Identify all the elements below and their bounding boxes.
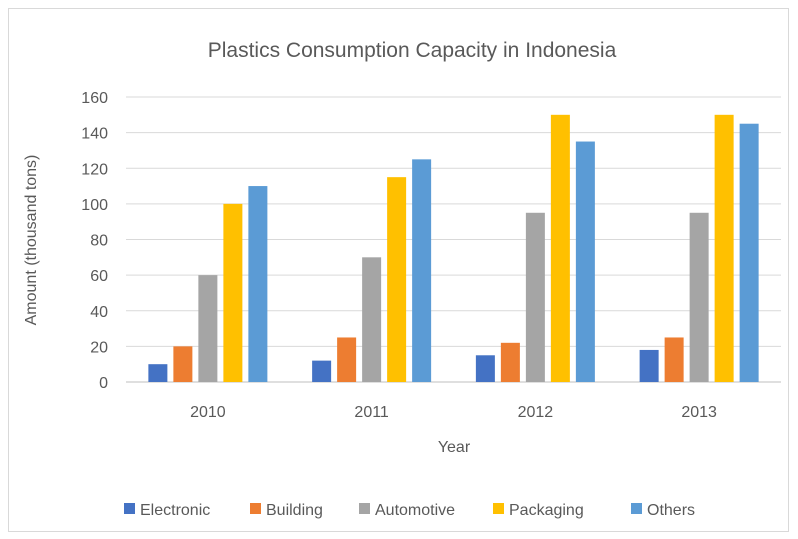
bar-automotive-2012	[525, 212, 545, 382]
bar-building-2011	[337, 337, 357, 382]
y-tick-label: 120	[81, 161, 108, 178]
bar-others-2012	[575, 141, 595, 382]
y-tick-label: 0	[99, 375, 108, 392]
bar-automotive-2010	[198, 275, 218, 382]
bar-packaging-2013	[714, 114, 734, 382]
y-tick-label: 140	[81, 126, 108, 143]
x-tick-labels: 2010 2011 2012 2013	[190, 404, 717, 421]
bar-others-2011	[412, 159, 432, 382]
bar-electronic-2011	[312, 360, 332, 382]
x-axis-title: Year	[438, 439, 471, 456]
y-tick-label: 60	[90, 268, 108, 285]
legend-label-packaging: Packaging	[509, 502, 584, 519]
legend-label-others: Others	[647, 502, 695, 519]
bar-others-2013	[739, 123, 759, 382]
bar-automotive-2011	[362, 257, 382, 382]
x-tick-label: 2013	[681, 404, 717, 421]
y-tick-label: 80	[90, 233, 108, 250]
y-tick-labels: 0 20 40 60 80 100 120 140 160	[81, 90, 108, 392]
legend-swatch-others	[631, 503, 642, 514]
bar-automotive-2013	[689, 212, 709, 382]
bar-building-2013	[664, 337, 684, 382]
bar-building-2012	[500, 342, 520, 382]
legend-swatch-electronic	[124, 503, 135, 514]
y-tick-label: 160	[81, 90, 108, 107]
bar-electronic-2013	[639, 349, 659, 382]
legend-swatch-building	[250, 503, 261, 514]
x-tick-label: 2010	[190, 404, 226, 421]
bar-packaging-2011	[387, 177, 407, 382]
legend-swatch-automotive	[359, 503, 370, 514]
x-tick-label: 2011	[354, 404, 389, 421]
legend-label-electronic: Electronic	[140, 502, 210, 519]
bars	[148, 114, 759, 382]
bar-others-2010	[248, 186, 268, 382]
y-tick-label: 20	[90, 339, 108, 356]
bar-electronic-2012	[475, 355, 495, 382]
bar-packaging-2010	[223, 203, 243, 382]
bar-packaging-2012	[550, 114, 570, 382]
legend-label-automotive: Automotive	[375, 502, 455, 519]
legend: Electronic Building Automotive Packaging Oth…	[124, 502, 695, 519]
x-tick-label: 2012	[518, 404, 554, 421]
legend-swatch-packaging	[493, 503, 504, 514]
bar-electronic-2010	[148, 364, 168, 382]
bar-building-2010	[173, 346, 193, 382]
legend-label-building: Building	[266, 502, 323, 519]
chart-title: Plastics Consumption Capacity in Indones…	[208, 39, 617, 62]
y-axis-title: Amount (thousand tons)	[23, 155, 40, 326]
y-tick-label: 100	[81, 197, 108, 214]
y-tick-label: 40	[90, 304, 108, 321]
